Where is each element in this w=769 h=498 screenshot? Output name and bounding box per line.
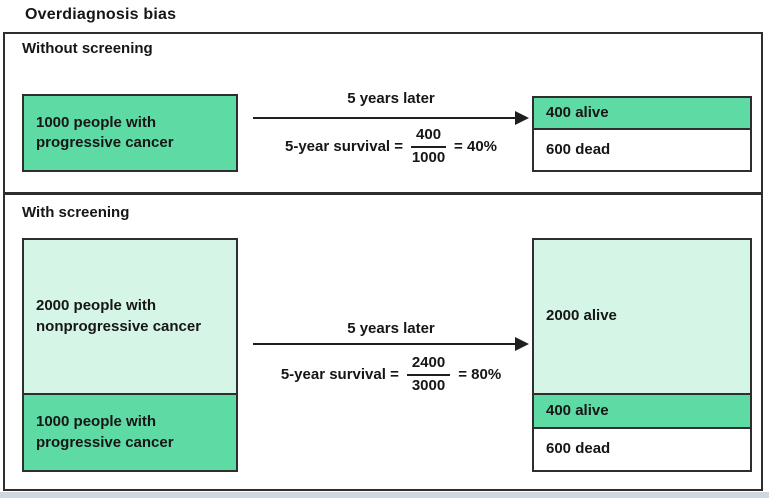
- formula-fraction: 400 1000: [411, 126, 447, 166]
- footer-strip: [0, 492, 769, 498]
- population-box-nonprogressive: 2000 people with nonprogressive cancer: [22, 238, 238, 395]
- outcome-stack: 400 alive 600 dead: [532, 96, 752, 172]
- population-stack: 1000 people with progressive cancer: [22, 94, 238, 172]
- outcome-box-alive: 400 alive: [532, 96, 752, 130]
- population-box-progressive: 1000 people with progressive cancer: [22, 393, 238, 472]
- arrow-head-icon: [515, 337, 529, 351]
- diagram-frame: Without screening 1000 people with progr…: [3, 32, 763, 491]
- population-box-progressive: 1000 people with progressive cancer: [22, 94, 238, 172]
- formula-lhs: 5-year survival =: [280, 366, 399, 383]
- outcome-box-label: 400 alive: [546, 401, 609, 419]
- population-box-line1: 1000 people with: [36, 413, 157, 431]
- outcome-box-label: 2000 alive: [546, 307, 617, 325]
- section-without-screening: Without screening 1000 people with progr…: [5, 34, 761, 192]
- formula-result: = 40%: [454, 138, 497, 155]
- population-box-line2: nonprogressive cancer: [36, 317, 202, 335]
- section-with-screening: With screening 2000 people with nonprogr…: [5, 195, 761, 489]
- population-box-line2: progressive cancer: [36, 433, 174, 451]
- fraction-denominator: 1000: [411, 148, 446, 166]
- fraction-numerator: 400: [411, 126, 447, 148]
- arrow: [253, 343, 517, 345]
- survival-formula: 5-year survival = 400 1000 = 40%: [253, 126, 529, 166]
- outcome-box-label: 400 alive: [546, 103, 609, 121]
- outcome-box-alive-progressive: 400 alive: [532, 393, 752, 429]
- formula-lhs: 5-year survival =: [285, 138, 404, 155]
- arrow-label: 5 years later: [347, 90, 435, 107]
- section-label: With screening: [22, 204, 130, 221]
- outcome-box-dead: 600 dead: [532, 427, 752, 472]
- outcome-box-alive-nonprogressive: 2000 alive: [532, 238, 752, 395]
- formula-result: = 80%: [458, 366, 502, 383]
- fraction-numerator: 2400: [406, 354, 451, 376]
- fraction-denominator: 3000: [411, 376, 446, 394]
- outcome-stack: 2000 alive 400 alive 600 dead: [532, 238, 752, 472]
- arrow-label: 5 years later: [347, 320, 435, 337]
- population-box-line1: 1000 people with: [36, 113, 157, 131]
- outcome-box-dead: 600 dead: [532, 128, 752, 172]
- population-box-line2: progressive cancer: [36, 134, 174, 151]
- formula-fraction: 2400 3000: [406, 354, 451, 394]
- outcome-box-label: 600 dead: [546, 140, 611, 158]
- population-stack: 2000 people with nonprogressive cancer 1…: [22, 238, 238, 472]
- figure-title: Overdiagnosis bias: [25, 6, 177, 23]
- outcome-box-label: 600 dead: [546, 440, 611, 458]
- population-box-line1: 2000 people with: [36, 297, 157, 315]
- section-label: Without screening: [22, 40, 153, 57]
- survival-formula: 5-year survival = 2400 3000 = 80%: [253, 354, 529, 394]
- arrow-head-icon: [515, 111, 529, 125]
- section-divider: [5, 192, 761, 195]
- arrow: [253, 117, 517, 119]
